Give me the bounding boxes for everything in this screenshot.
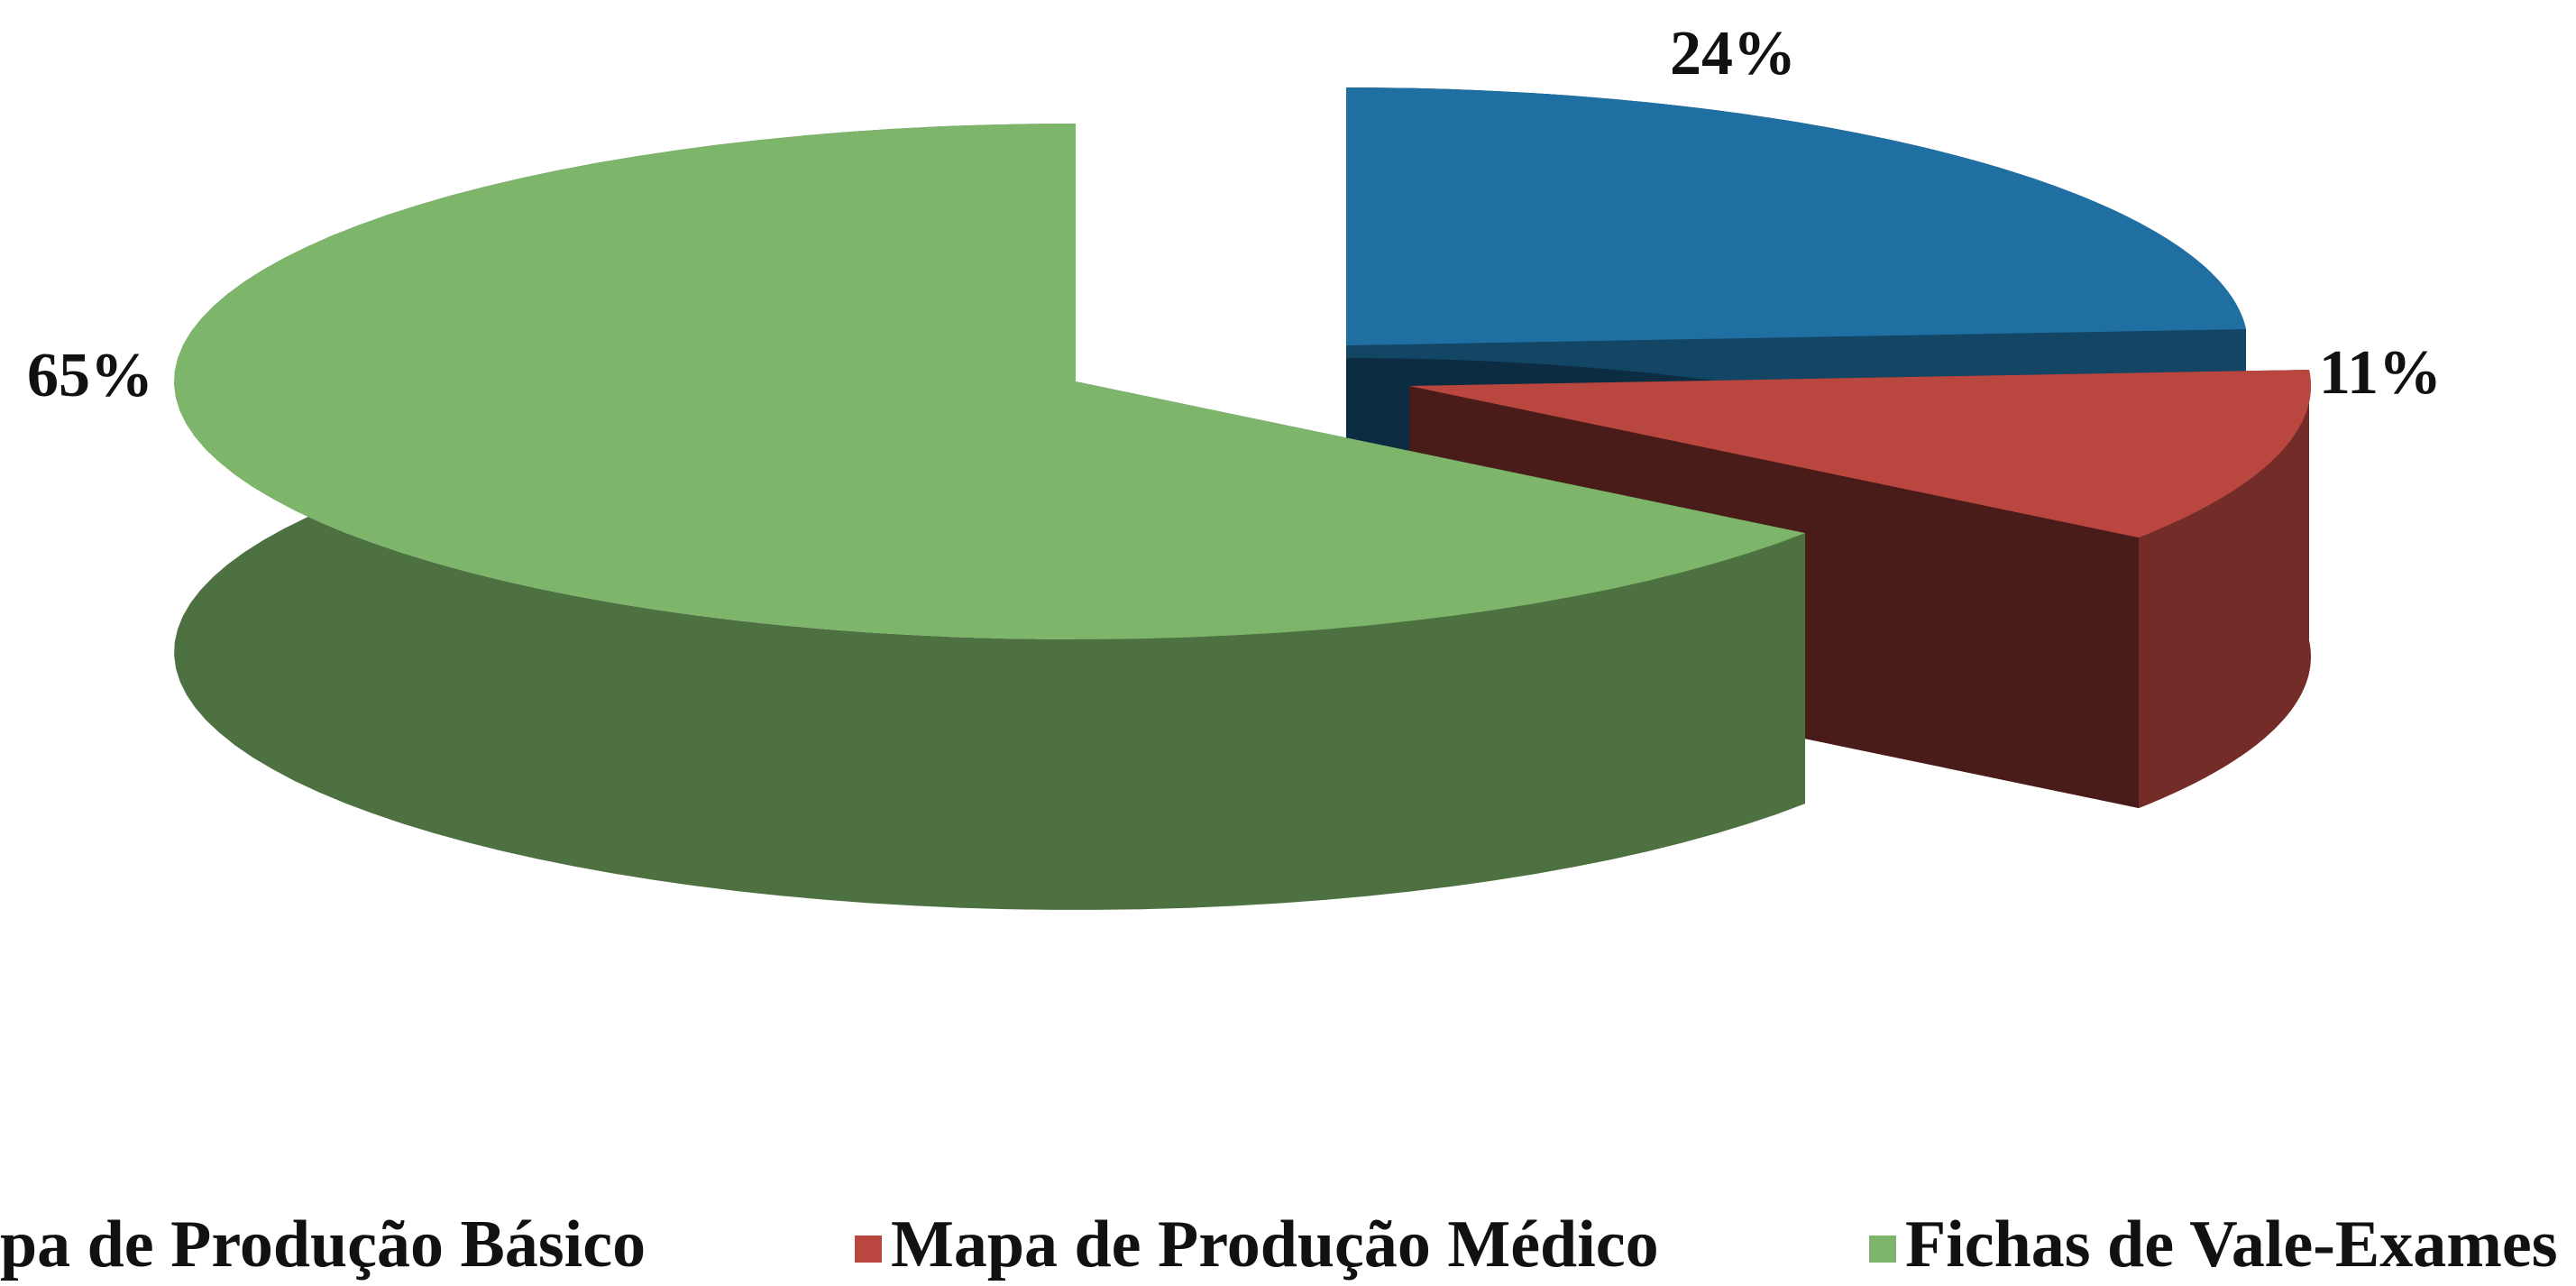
legend-swatch — [855, 1235, 882, 1263]
slice — [174, 124, 1806, 910]
legend-swatch — [1869, 1235, 1896, 1263]
data-label: 65% — [27, 341, 153, 410]
data-label: 11% — [2319, 338, 2442, 408]
legend-label: Mapa de Produção Médico — [891, 1208, 1659, 1281]
slice — [174, 124, 1806, 639]
data-label: 24% — [1670, 19, 1796, 88]
slice — [1346, 87, 2246, 345]
legend-label: Fichas de Vale-Exames — [1905, 1208, 2558, 1281]
slice-side — [2139, 370, 2311, 809]
legend-label: pa de Produção Básico — [0, 1208, 646, 1281]
slice — [1409, 370, 2311, 538]
